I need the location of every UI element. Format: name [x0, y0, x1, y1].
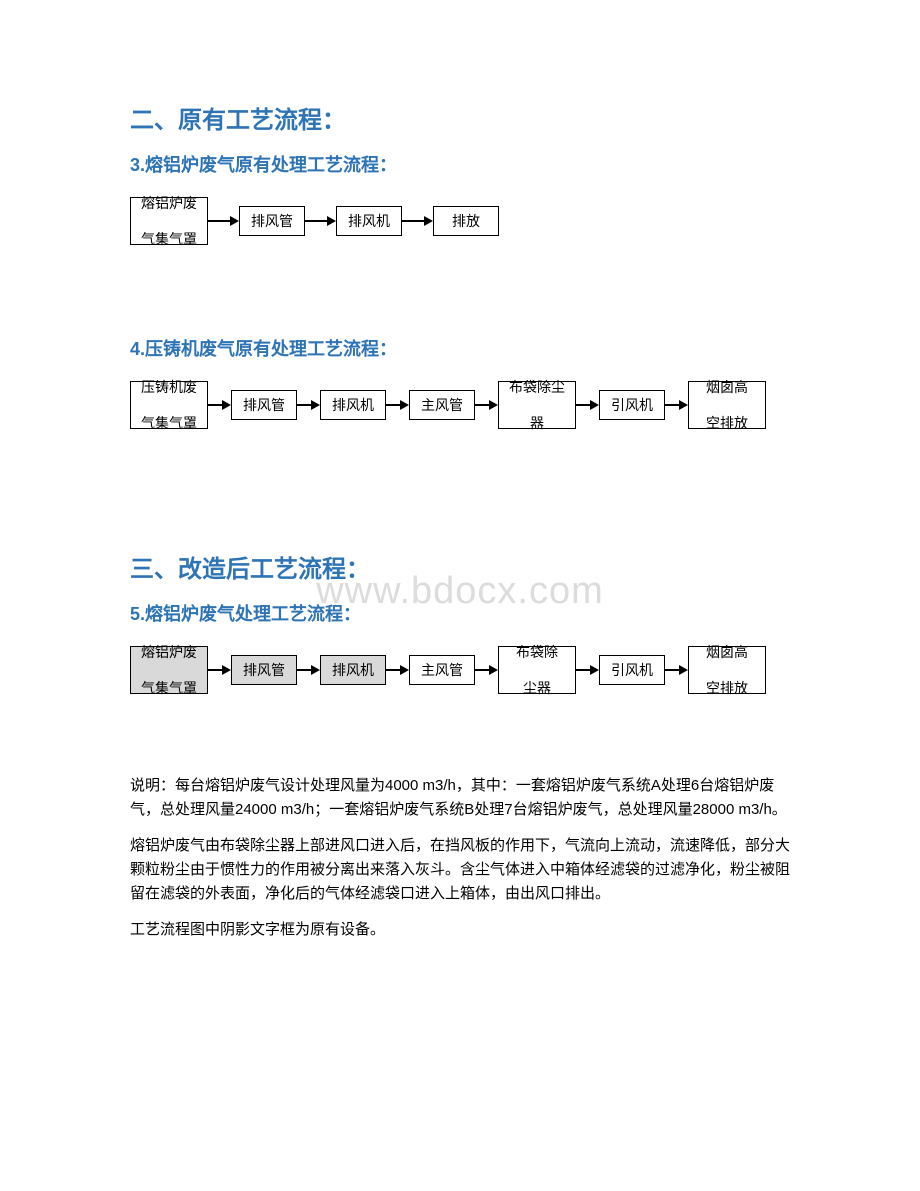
flow-node: 引风机 — [599, 390, 665, 420]
arrow-icon — [576, 665, 599, 675]
arrow-icon — [297, 665, 320, 675]
section2-sub3-title: 3.熔铝炉废气原有处理工艺流程： — [130, 151, 790, 177]
desc-p1: 说明：每台熔铝炉废气设计处理风量为4000 m3/h，其中：一套熔铝炉废气系统A… — [130, 774, 790, 822]
flow-node: 压铸机废气集气罩 — [130, 381, 208, 429]
flowchart-3: 熔铝炉废气集气罩 排风管 排风机 排放 — [130, 197, 790, 245]
flow-node: 布袋除尘器 — [498, 381, 576, 429]
arrow-icon — [208, 216, 239, 226]
flow-node: 熔铝炉废气集气罩 — [130, 197, 208, 245]
flow-node: 排风机 — [320, 655, 386, 685]
arrow-icon — [475, 400, 498, 410]
arrow-icon — [208, 665, 231, 675]
flow-node: 排风管 — [231, 655, 297, 685]
arrow-icon — [386, 665, 409, 675]
arrow-icon — [475, 665, 498, 675]
arrow-icon — [386, 400, 409, 410]
desc-p3: 工艺流程图中阴影文字框为原有设备。 — [130, 918, 790, 942]
section2-sub4-title: 4.压铸机废气原有处理工艺流程： — [130, 335, 790, 361]
flow-node: 布袋除尘器 — [498, 646, 576, 694]
arrow-icon — [402, 216, 433, 226]
flow-node: 主风管 — [409, 390, 475, 420]
desc-p2: 熔铝炉废气由布袋除尘器上部进风口进入后，在挡风板的作用下，气流向上流动，流速降低… — [130, 834, 790, 906]
flowchart-5: 熔铝炉废气集气罩排风管排风机主风管布袋除尘器引风机烟囱高空排放 — [130, 646, 790, 694]
arrow-icon — [297, 400, 320, 410]
section3-sub5-title: 5.熔铝炉废气处理工艺流程： — [130, 600, 790, 626]
flow-node: 排风机 — [320, 390, 386, 420]
flow-node: 烟囱高空排放 — [688, 646, 766, 694]
arrow-icon — [665, 400, 688, 410]
flow-node: 排风管 — [239, 206, 305, 236]
description-block: 说明：每台熔铝炉废气设计处理风量为4000 m3/h，其中：一套熔铝炉废气系统A… — [130, 774, 790, 942]
section3-title: 三、改造后工艺流程： — [130, 549, 790, 584]
arrow-icon — [665, 665, 688, 675]
flowchart-4: 压铸机废气集气罩排风管排风机主风管布袋除尘器引风机烟囱高空排放 — [130, 381, 790, 429]
flow-node: 排风管 — [231, 390, 297, 420]
flow-node: 烟囱高空排放 — [688, 381, 766, 429]
flow-node: 熔铝炉废气集气罩 — [130, 646, 208, 694]
flow-node: 排风机 — [336, 206, 402, 236]
arrow-icon — [576, 400, 599, 410]
flow-node: 引风机 — [599, 655, 665, 685]
flow-node: 主风管 — [409, 655, 475, 685]
section2-title: 二、原有工艺流程： — [130, 100, 790, 135]
arrow-icon — [305, 216, 336, 226]
arrow-icon — [208, 400, 231, 410]
flow-node: 排放 — [433, 206, 499, 236]
